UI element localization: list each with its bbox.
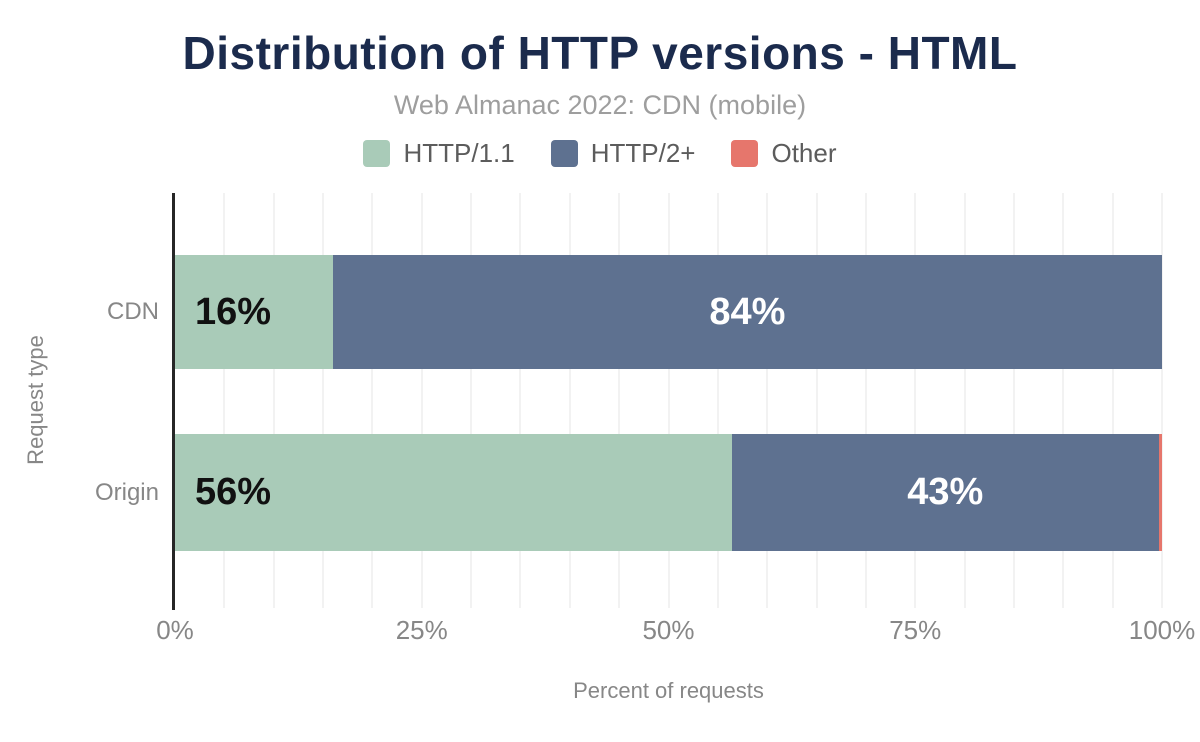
bar-segment-other[interactable]: [1159, 434, 1162, 551]
grid-line: [322, 193, 325, 608]
bar-row-origin: Origin 56% 43%: [95, 434, 1162, 551]
grid-line: [1012, 193, 1015, 608]
y-axis-title: Request type: [23, 335, 48, 465]
legend-label: HTTP/2+: [590, 138, 696, 168]
grid-line: [272, 193, 275, 608]
x-tick-label: 25%: [395, 615, 448, 645]
legend-item-other[interactable]: Other: [731, 138, 837, 169]
legend-swatch-icon: [550, 140, 578, 167]
chart-title: Distribution of HTTP versions - HTML: [182, 27, 1018, 79]
grid-line: [223, 193, 226, 608]
legend-label: HTTP/1.1: [403, 138, 515, 168]
legend-item-http-1-1[interactable]: HTTP/1.1: [363, 138, 515, 169]
bar-segment-label: 84%: [709, 290, 786, 333]
grid-line: [716, 193, 719, 608]
grid-line: [1111, 193, 1114, 608]
chart-subtitle: Web Almanac 2022: CDN (mobile): [393, 90, 807, 120]
category-label: Origin: [94, 478, 159, 506]
grid-line: [618, 193, 621, 608]
plot-area: CDN 16% 84% Origin 56% 43%: [95, 193, 1163, 610]
grid-line: [815, 193, 818, 608]
y-axis-line: [172, 193, 175, 610]
x-tick-label: 100%: [1128, 615, 1196, 645]
grid-line: [519, 193, 522, 608]
grid-line: [864, 193, 867, 608]
legend-swatch-icon: [731, 140, 759, 167]
x-axis-title: Percent of requests: [573, 678, 764, 703]
grid-line: [420, 193, 423, 608]
bar-segment-http-2-[interactable]: 43%: [731, 434, 1159, 551]
grid-line: [914, 193, 917, 608]
grid-line: [371, 193, 374, 608]
bar-segment-label: 16%: [195, 290, 272, 333]
grid-line: [1062, 193, 1065, 608]
legend-item-http-2-[interactable]: HTTP/2+: [550, 138, 696, 169]
bar-segment-label: 56%: [195, 471, 272, 513]
grid-line: [568, 193, 571, 608]
legend-swatch-icon: [363, 140, 391, 167]
bar-row-cdn: CDN 16% 84%: [107, 255, 1162, 369]
grid-line: [667, 193, 670, 608]
x-tick-label: 0%: [156, 615, 194, 645]
grid-line: [766, 193, 769, 608]
x-tick-label: 50%: [642, 615, 695, 645]
category-label: CDN: [107, 298, 159, 325]
grid-line: [963, 193, 966, 608]
bar-segment-label: 43%: [907, 471, 984, 513]
grid-line: [1161, 193, 1163, 608]
legend-label: Other: [771, 138, 837, 168]
grid-line: [470, 193, 473, 608]
bar-segment-http-1-1[interactable]: 16%: [175, 255, 333, 369]
bar-segment-http-2-[interactable]: 84%: [332, 255, 1162, 369]
x-tick-label: 75%: [889, 615, 942, 645]
bar-segment-http-1-1[interactable]: 56%: [175, 434, 732, 551]
legend: HTTP/1.1 HTTP/2+ Other: [0, 138, 1200, 169]
